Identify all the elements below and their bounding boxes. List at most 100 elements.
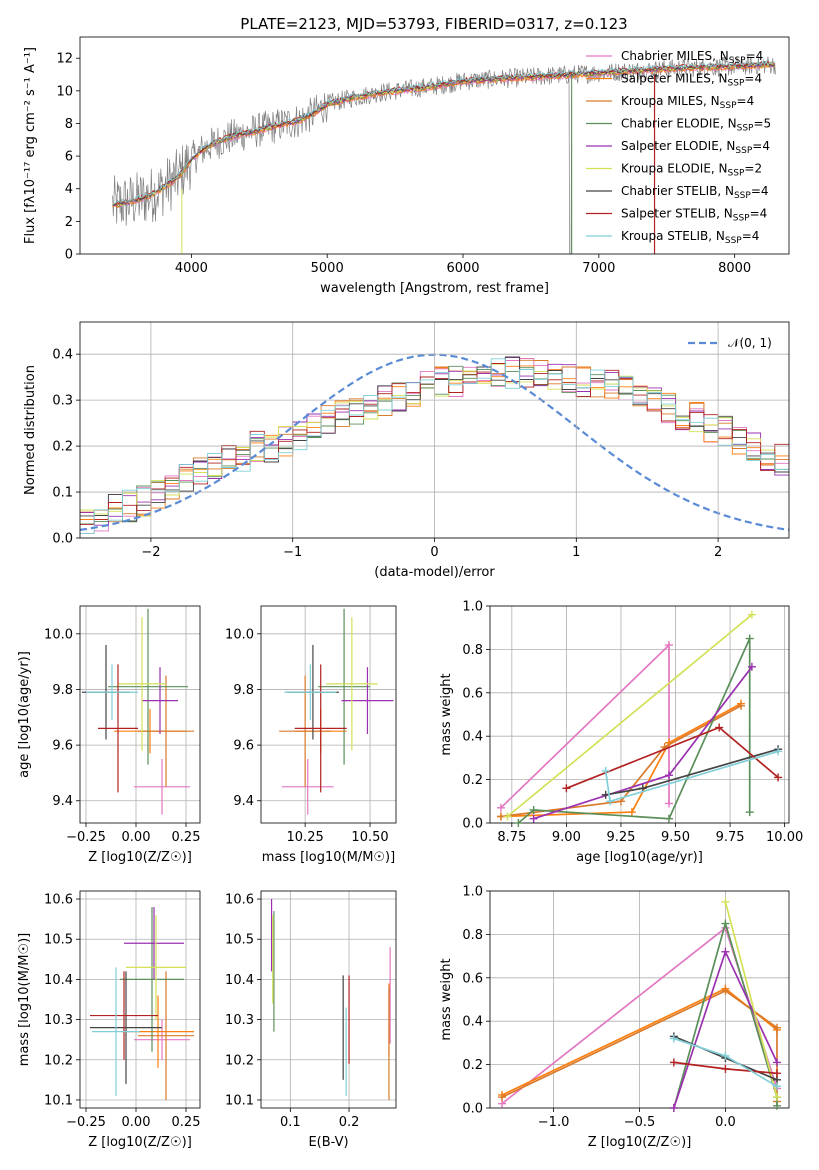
legend-label: Kroupa MILES, NSSP=4 — [621, 94, 754, 111]
y-tick-label: 0.2 — [462, 1058, 483, 1073]
y-tick-label: 9.4 — [52, 794, 73, 809]
axes-frame — [79, 890, 201, 1109]
y-axis-label: mass [log10(M/M☉)] — [17, 933, 32, 1066]
y-axis-label: Flux [fλ10⁻¹⁷ erg cm⁻² s⁻¹ A⁻¹] — [23, 47, 38, 244]
legend-label: 𝒩(0, 1) — [728, 336, 772, 350]
legend-subscript: SSP — [720, 101, 737, 111]
legend-label: Kroupa ELODIE, NSSP=2 — [621, 162, 762, 179]
y-tick-label: 10.5 — [44, 933, 73, 948]
legend-label: Salpeter STELIB, NSSP=4 — [621, 207, 767, 224]
y-tick-label: 10.6 — [225, 893, 254, 908]
y-tick-label: 9.6 — [233, 739, 254, 754]
legend-value: =5 — [753, 117, 771, 131]
x-tick-label: 10.50 — [351, 830, 388, 845]
y-axis-label: mass weight — [439, 958, 454, 1040]
axes-frame — [489, 890, 790, 1109]
y-tick-label: 10 — [56, 84, 73, 99]
model-spectrum — [112, 60, 775, 205]
x-axis-label: mass [log10(M/M☉)] — [262, 850, 395, 865]
x-tick-label: 1 — [572, 545, 580, 560]
x-tick-label: −2 — [141, 545, 160, 560]
x-tick-label: 2 — [714, 545, 722, 560]
legend-subscript: SSP — [735, 146, 752, 156]
legend-value: =4 — [742, 229, 760, 243]
axes-frame — [489, 605, 790, 824]
legend-label: Chabrier MILES, NSSP=4 — [621, 49, 763, 66]
weight-vs-age-lines — [496, 610, 783, 827]
y-tick-label: 10.1 — [225, 1093, 254, 1108]
y-tick-label: 0.4 — [52, 348, 73, 363]
y-tick-label: 12 — [56, 52, 73, 67]
age-vs-mass-axes: 10.25 10.50 9.4 9.6 9.8 10.0 mass [log10(M/M☉)… — [225, 605, 397, 865]
weight-line — [500, 705, 742, 818]
legend-label: Kroupa STELIB, NSSP=4 — [621, 229, 759, 246]
legend-value: =2 — [744, 162, 762, 176]
x-tick-label: 0.25 — [172, 1115, 201, 1130]
mass-vs-EBV-points — [270, 899, 391, 1100]
x-tick-label: 9.00 — [552, 830, 581, 845]
x-axis-label: (data-model)/error — [374, 565, 495, 580]
y-tick-label: 10.2 — [44, 1053, 73, 1068]
x-tick-label: 9.75 — [716, 830, 745, 845]
y-axis-label: age [log10(age/yr)] — [17, 651, 32, 778]
y-tick-label: 2 — [65, 215, 73, 230]
y-tick-label: 0.8 — [462, 643, 483, 658]
x-tick-label: 5000 — [311, 261, 344, 276]
y-tick-label: 0.8 — [462, 928, 483, 943]
legend-label: Salpeter ELODIE, NSSP=4 — [621, 139, 770, 156]
legend-value: =4 — [746, 49, 764, 63]
y-tick-label: 0.3 — [52, 394, 73, 409]
y-tick-label: 1.0 — [462, 600, 483, 615]
x-tick-label: 0.1 — [280, 1115, 301, 1130]
weight-line — [500, 702, 742, 818]
x-axis-label: Z [log10(Z/Z☉)] — [88, 1135, 192, 1150]
x-axis-label: E(B-V) — [308, 1135, 348, 1150]
x-tick-label: −0.25 — [66, 1115, 106, 1130]
spectrum-lines — [112, 55, 776, 254]
x-tick-label: 7000 — [582, 261, 615, 276]
residuals-axes: −2 −1 0 1 2 0.0 0.1 0.2 0.3 0.4 (data-model)/error… — [23, 321, 790, 580]
legend-subscript: SSP — [734, 191, 751, 201]
x-tick-label: 0.0 — [715, 1115, 736, 1130]
legend: Chabrier MILES, NSSP=4 Salpeter MILES, NS… — [586, 49, 771, 246]
y-tick-label: 0.0 — [462, 817, 483, 832]
legend-value: =4 — [750, 207, 768, 221]
x-tick-label: 8.75 — [497, 830, 526, 845]
legend-subscript: SSP — [725, 236, 742, 246]
x-tick-label: −1.0 — [538, 1115, 570, 1130]
weight-vs-age-axes: 8.75 9.00 9.25 9.50 9.75 10.00 0.0 0.2 0.4 0.6 0.8… — [439, 600, 803, 866]
model-spectrum — [112, 60, 775, 206]
weight-vs-Z-axes: −1.0 −0.5 0.0 0.0 0.2 0.4 0.6 0.8 1.0 Z [log10(Z/… — [439, 885, 790, 1150]
x-tick-label: −0.5 — [624, 1115, 656, 1130]
x-axis-label: Z [log10(Z/Z☉)] — [588, 1135, 692, 1150]
mass-vs-EBV-axes: 0.1 0.2 10.1 10.2 10.3 10.4 10.5 10.6 E(B-V) — [225, 890, 397, 1150]
x-tick-label: −0.25 — [66, 830, 106, 845]
y-tick-label: 1.0 — [462, 885, 483, 900]
weight-line — [506, 614, 753, 818]
x-tick-label: 9.25 — [606, 830, 635, 845]
legend-value: =4 — [737, 94, 755, 108]
legend-label: Chabrier ELODIE, NSSP=5 — [621, 117, 771, 134]
age-vs-Z-axes: −0.25 0.00 0.25 9.4 9.6 9.8 10.0 Z [log10(Z/Z☉)… — [17, 605, 201, 865]
y-tick-label: 0.2 — [462, 773, 483, 788]
x-tick-label: 10.00 — [766, 830, 803, 845]
legend-value: =4 — [752, 139, 770, 153]
legend-value: =4 — [751, 184, 769, 198]
x-tick-label: −1 — [283, 545, 302, 560]
legend-subscript: SSP — [728, 79, 745, 89]
x-tick-label: 0 — [430, 545, 438, 560]
x-tick-label: 0.25 — [172, 830, 201, 845]
y-tick-label: 8 — [65, 117, 73, 132]
x-tick-label: 0.00 — [122, 1115, 151, 1130]
weight-line — [604, 750, 779, 803]
y-tick-label: 0.2 — [52, 440, 73, 455]
x-axis-label: wavelength [Angstrom, rest frame] — [320, 281, 549, 296]
mass-vs-Z-points — [90, 907, 194, 1100]
y-tick-label: 6 — [65, 150, 73, 165]
y-tick-label: 0.6 — [462, 971, 483, 986]
x-axis-label: Z [log10(Z/Z☉)] — [88, 850, 192, 865]
x-axis-label: age [log10(age/yr)] — [576, 850, 703, 865]
y-tick-label: 0.4 — [462, 1015, 483, 1030]
axes-frame — [79, 36, 790, 255]
y-tick-label: 10.3 — [225, 1013, 254, 1028]
